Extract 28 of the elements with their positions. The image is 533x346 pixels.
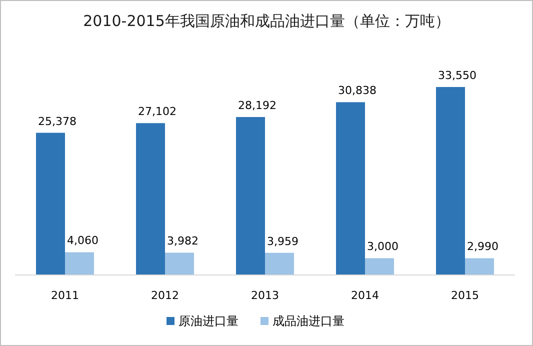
legend-label: 原油进口量 <box>178 314 238 328</box>
bar <box>265 252 294 275</box>
bar <box>465 258 494 275</box>
x-tick-label: 2015 <box>451 289 479 302</box>
data-label: 2,990 <box>467 240 498 254</box>
bar <box>365 258 394 275</box>
chart-title: 2010-2015年我国原油和成品油进口量（单位：万吨） <box>83 12 450 30</box>
data-label: 27,102 <box>138 105 176 118</box>
data-label: 33,550 <box>438 69 476 82</box>
data-label: 28,192 <box>238 99 276 112</box>
bar <box>136 123 165 275</box>
bar <box>236 117 265 275</box>
bar <box>336 102 365 275</box>
data-label: 3,982 <box>167 234 198 248</box>
data-label: 3,000 <box>367 240 398 254</box>
bar <box>436 87 465 275</box>
x-tick-label: 2014 <box>351 289 379 302</box>
data-label: 30,838 <box>338 84 376 98</box>
bar <box>65 252 94 275</box>
bar <box>165 252 194 275</box>
bar <box>36 132 65 275</box>
data-label: 25,378 <box>38 114 76 128</box>
data-label: 4,060 <box>67 234 98 248</box>
x-tick-label: 2012 <box>151 289 179 302</box>
x-tick-label: 2011 <box>51 289 79 302</box>
legend-label: 成品油进口量 <box>272 314 344 328</box>
data-label: 3,959 <box>267 234 298 248</box>
x-tick-label: 2013 <box>251 289 279 302</box>
